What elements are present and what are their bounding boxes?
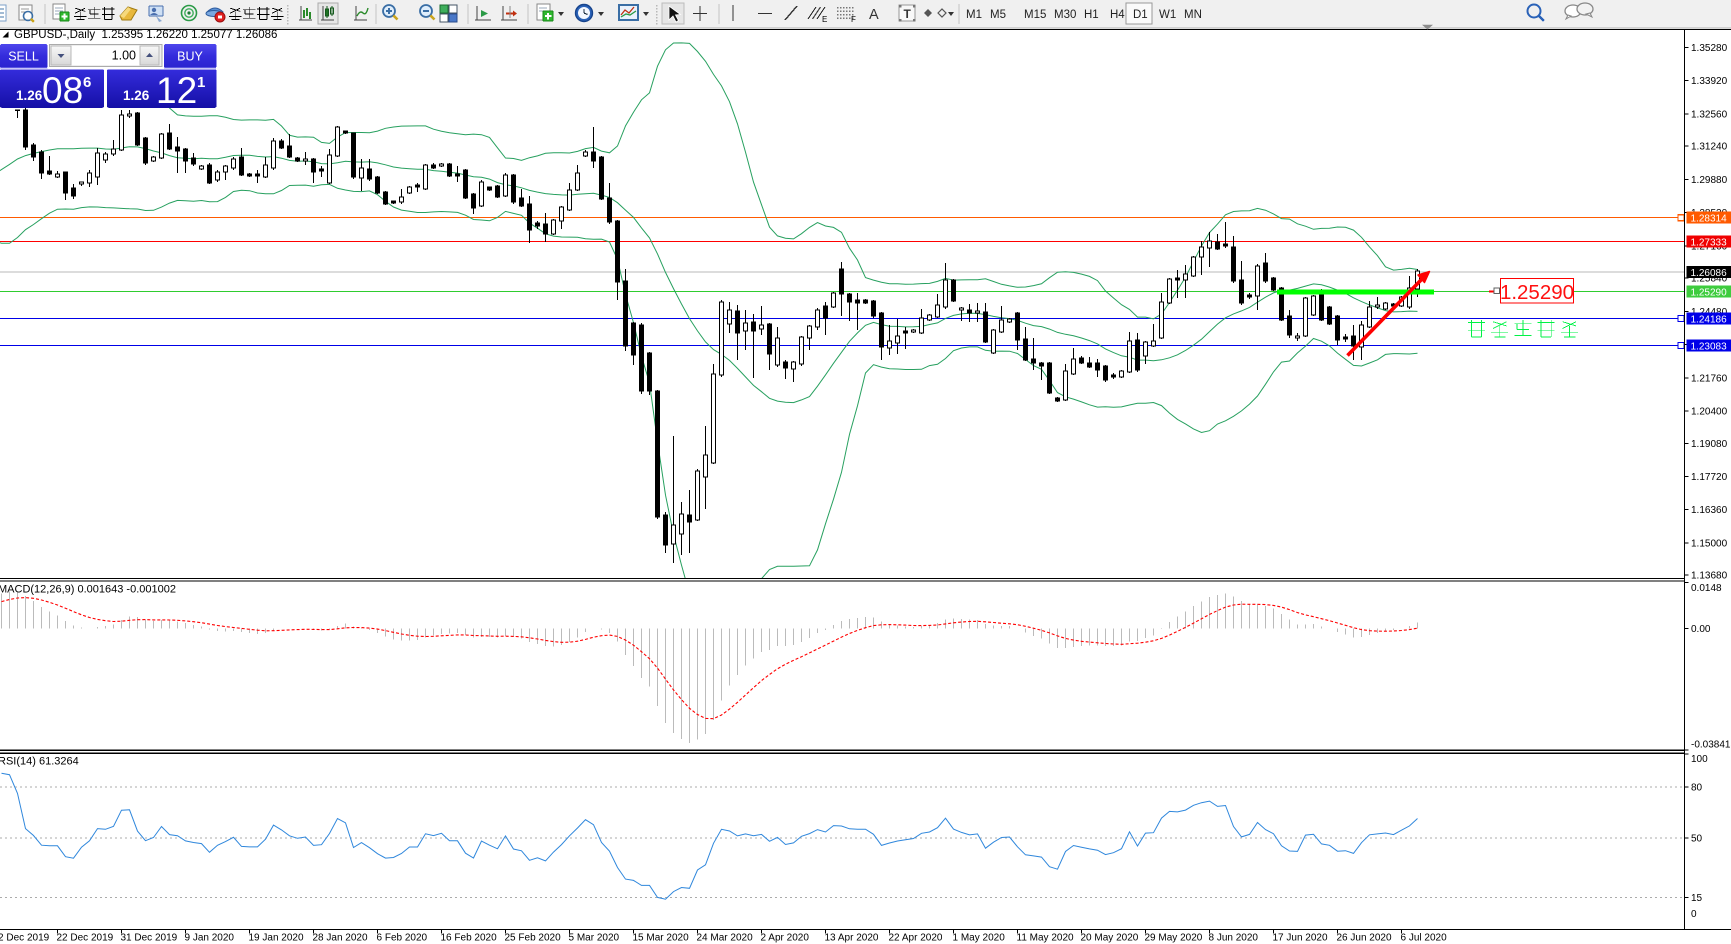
svg-text:6 Feb 2020: 6 Feb 2020 xyxy=(377,932,428,943)
svg-text:9 Jan 2020: 9 Jan 2020 xyxy=(185,932,235,943)
svg-text:1.24186: 1.24186 xyxy=(1691,314,1728,325)
svg-text:1.33920: 1.33920 xyxy=(1691,76,1728,87)
svg-text:25 Feb 2020: 25 Feb 2020 xyxy=(505,932,562,943)
svg-text:1.32560: 1.32560 xyxy=(1691,109,1728,120)
svg-text:MACD(12,26,9) 0.001643 -0.0010: MACD(12,26,9) 0.001643 -0.001002 xyxy=(0,584,176,596)
svg-text:22 Apr 2020: 22 Apr 2020 xyxy=(889,932,943,943)
svg-text:2 Apr 2020: 2 Apr 2020 xyxy=(761,932,810,943)
svg-text:H1: H1 xyxy=(1084,9,1099,21)
svg-text:6: 6 xyxy=(83,74,91,91)
svg-text:1 May 2020: 1 May 2020 xyxy=(953,932,1006,943)
svg-text:100: 100 xyxy=(1691,754,1708,765)
svg-text:1.16360: 1.16360 xyxy=(1691,505,1728,516)
svg-text:T: T xyxy=(904,7,912,21)
svg-text:0.0148: 0.0148 xyxy=(1691,583,1722,594)
svg-text:31 Dec 2019: 31 Dec 2019 xyxy=(121,932,178,943)
svg-text:1.26: 1.26 xyxy=(16,88,43,103)
svg-text:22 Dec 2019: 22 Dec 2019 xyxy=(57,932,114,943)
svg-text:1.20400: 1.20400 xyxy=(1691,407,1728,418)
svg-text:1.35280: 1.35280 xyxy=(1691,43,1728,54)
svg-text:M5: M5 xyxy=(990,9,1006,21)
svg-text:SELL: SELL xyxy=(8,50,39,64)
svg-text:17 Jun 2020: 17 Jun 2020 xyxy=(1273,932,1328,943)
svg-text:08: 08 xyxy=(42,70,83,111)
svg-text:M1: M1 xyxy=(966,9,982,21)
svg-text:1.25840: 1.25840 xyxy=(1691,274,1728,285)
svg-text:-0.038415: -0.038415 xyxy=(1691,739,1731,750)
svg-text:24 Mar 2020: 24 Mar 2020 xyxy=(697,932,754,943)
svg-text:F: F xyxy=(851,15,856,24)
svg-text:H4: H4 xyxy=(1110,9,1125,21)
svg-text:1.31240: 1.31240 xyxy=(1691,142,1728,153)
svg-text:20 May 2020: 20 May 2020 xyxy=(1081,932,1139,943)
svg-text:1.19080: 1.19080 xyxy=(1691,439,1728,450)
svg-text:A: A xyxy=(869,7,879,23)
svg-text:BUY: BUY xyxy=(177,50,203,64)
svg-text:1.26086: 1.26086 xyxy=(1691,268,1728,279)
svg-text:1.21760: 1.21760 xyxy=(1691,373,1728,384)
svg-text:1.25290: 1.25290 xyxy=(1691,287,1728,298)
svg-text:MN: MN xyxy=(1184,9,1202,21)
svg-text:28 Jan 2020: 28 Jan 2020 xyxy=(313,932,368,943)
svg-text:RSI(14) 61.3264: RSI(14) 61.3264 xyxy=(0,756,79,768)
svg-text:12: 12 xyxy=(156,70,197,111)
svg-text:11 May 2020: 11 May 2020 xyxy=(1017,932,1075,943)
svg-text:8 Jun 2020: 8 Jun 2020 xyxy=(1209,932,1259,943)
svg-text:GBPUSD-,Daily 1.25395 1.26220: GBPUSD-,Daily 1.25395 1.26220 1.25077 1.… xyxy=(14,29,277,41)
svg-text:1.13680: 1.13680 xyxy=(1691,571,1728,582)
svg-text:E: E xyxy=(822,15,827,24)
svg-text:15 Mar 2020: 15 Mar 2020 xyxy=(633,932,690,943)
svg-text:19 Jan 2020: 19 Jan 2020 xyxy=(249,932,304,943)
svg-text:1.26: 1.26 xyxy=(123,88,150,103)
svg-text:12 Dec 2019: 12 Dec 2019 xyxy=(0,932,50,943)
svg-text:0: 0 xyxy=(1691,909,1697,920)
svg-text:1.25290: 1.25290 xyxy=(1500,281,1574,304)
svg-text:13 Apr 2020: 13 Apr 2020 xyxy=(825,932,879,943)
svg-text:80: 80 xyxy=(1691,783,1703,794)
svg-text:1.29880: 1.29880 xyxy=(1691,175,1728,186)
svg-text:1.23083: 1.23083 xyxy=(1691,341,1728,352)
svg-text:W1: W1 xyxy=(1159,9,1176,21)
svg-text:1.17720: 1.17720 xyxy=(1691,472,1728,483)
svg-text:29 May 2020: 29 May 2020 xyxy=(1145,932,1203,943)
svg-text:50: 50 xyxy=(1691,834,1703,845)
svg-text:6 Jul 2020: 6 Jul 2020 xyxy=(1401,932,1448,943)
svg-text:1: 1 xyxy=(197,74,205,91)
svg-text:1.00: 1.00 xyxy=(112,49,136,63)
svg-text:1.15000: 1.15000 xyxy=(1691,538,1728,549)
svg-text:0.00: 0.00 xyxy=(1691,624,1711,635)
svg-text:M30: M30 xyxy=(1054,9,1076,21)
svg-text:M15: M15 xyxy=(1024,9,1046,21)
svg-text:26 Jun 2020: 26 Jun 2020 xyxy=(1337,932,1392,943)
svg-text:1.24480: 1.24480 xyxy=(1691,307,1728,318)
svg-text:1.28314: 1.28314 xyxy=(1691,213,1728,224)
svg-text:D1: D1 xyxy=(1133,9,1148,21)
svg-text:5 Mar 2020: 5 Mar 2020 xyxy=(569,932,620,943)
svg-text:15: 15 xyxy=(1691,893,1703,904)
svg-text:16 Feb 2020: 16 Feb 2020 xyxy=(441,932,498,943)
svg-text:1.27333: 1.27333 xyxy=(1691,237,1728,248)
